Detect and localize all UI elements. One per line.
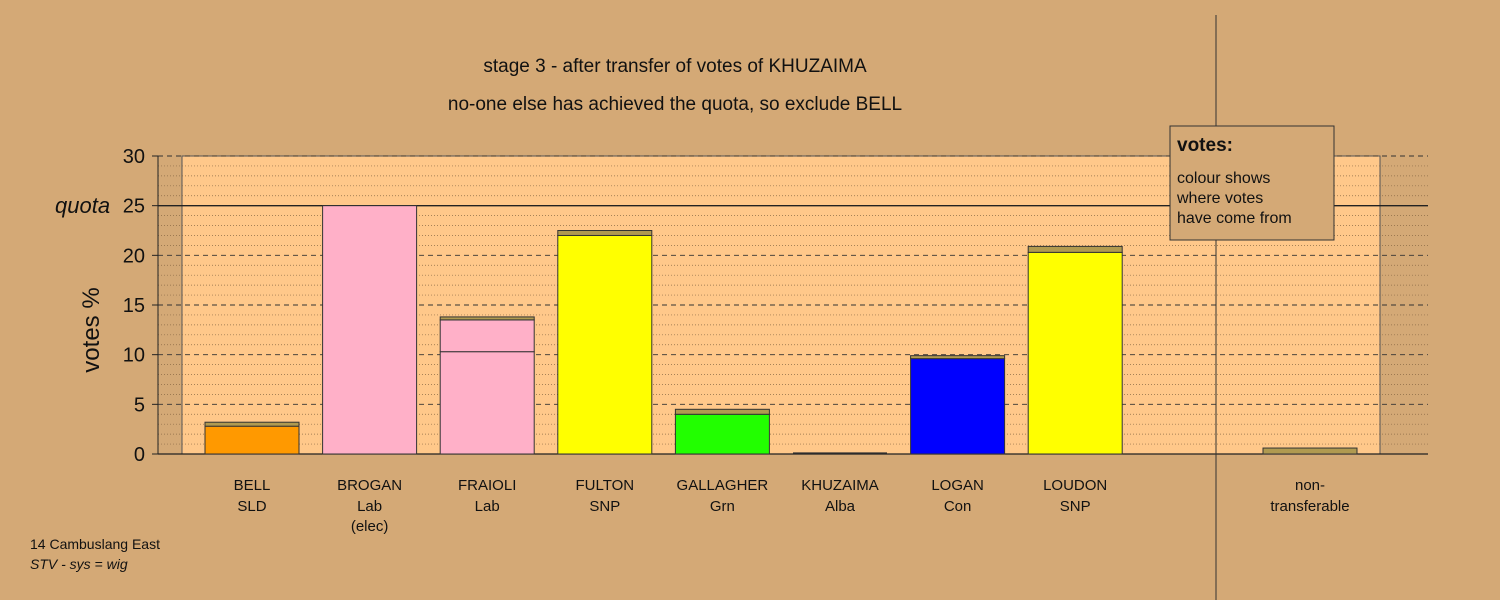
bar-fraioli-segment [439, 316, 535, 321]
y-tick-label: 20 [123, 245, 145, 267]
legend-line-3: have come from [1177, 210, 1292, 227]
candidate-party: Lab [357, 498, 382, 515]
y-tick-label: 15 [123, 295, 145, 317]
nontransferable-label-1: non- [1295, 477, 1325, 494]
candidate-party: Grn [710, 498, 735, 515]
candidate-party: Alba [825, 498, 856, 515]
candidate-name: LOUDON [1043, 477, 1107, 494]
candidate-party: Lab [475, 498, 500, 515]
legend-line-1: colour shows [1177, 170, 1270, 187]
bar-logan-segment [910, 355, 1006, 360]
candidate-name: FULTON [575, 477, 634, 494]
bar-fraioli-segment [439, 319, 535, 353]
bar-loudon-segment [1027, 245, 1123, 253]
bar-bell-segment [204, 425, 300, 455]
candidate-name: BROGAN [337, 477, 402, 494]
bar-loudon-segment [1027, 251, 1123, 455]
bar-fulton-segment [557, 230, 653, 236]
footer-ward: 14 Cambuslang East [30, 536, 160, 552]
legend-box [1169, 125, 1335, 241]
bar-fulton-segment [557, 234, 653, 455]
legend-line-2: where votes [1176, 190, 1263, 207]
bar-gallagher-segment [674, 408, 770, 415]
bar-fraioli-segment [439, 351, 535, 455]
bars [204, 205, 1358, 455]
bar-logan-segment [910, 358, 1006, 455]
y-tick-label: 10 [123, 345, 145, 367]
quota-label: quota [55, 193, 110, 218]
bar-bell-segment [204, 421, 300, 427]
chart-subtitle: no-one else has achieved the quota, so e… [448, 94, 902, 115]
category-labels: BELL SLD BROGAN Lab (elec) FRAIOLI Lab FULTON SN… [234, 477, 1350, 535]
bar-gallagher-segment [674, 413, 770, 455]
chart-title: stage 3 - after transfer of votes of KHU… [483, 56, 867, 77]
candidate-party: SNP [1060, 498, 1091, 515]
candidate-name: LOGAN [931, 477, 984, 494]
y-tick-label: 0 [134, 444, 145, 466]
candidate-party: SLD [237, 498, 266, 515]
y-axis: 0 5 10 15 20 25 30 [123, 146, 159, 466]
candidate-name: FRAIOLI [458, 477, 516, 494]
bar-nontransferable-segment [1262, 447, 1358, 455]
candidate-party: Con [944, 498, 972, 515]
legend-title: votes: [1177, 135, 1233, 156]
y-axis-label: votes % [78, 287, 105, 372]
y-tick-label: 5 [134, 394, 145, 416]
candidate-name: GALLAGHER [677, 477, 769, 494]
candidate-name: BELL [234, 477, 271, 494]
candidate-name: KHUZAIMA [801, 477, 879, 494]
candidate-party: SNP [589, 498, 620, 515]
footer-system: STV - sys = wig [30, 556, 128, 572]
y-tick-label: 25 [123, 196, 145, 218]
bar-brogan-segment [322, 205, 418, 455]
candidate-note: (elec) [351, 518, 389, 535]
legend: votes: colour shows where votes have com… [1169, 125, 1335, 241]
nontransferable-label-2: transferable [1270, 498, 1349, 515]
y-tick-label: 30 [123, 146, 145, 168]
